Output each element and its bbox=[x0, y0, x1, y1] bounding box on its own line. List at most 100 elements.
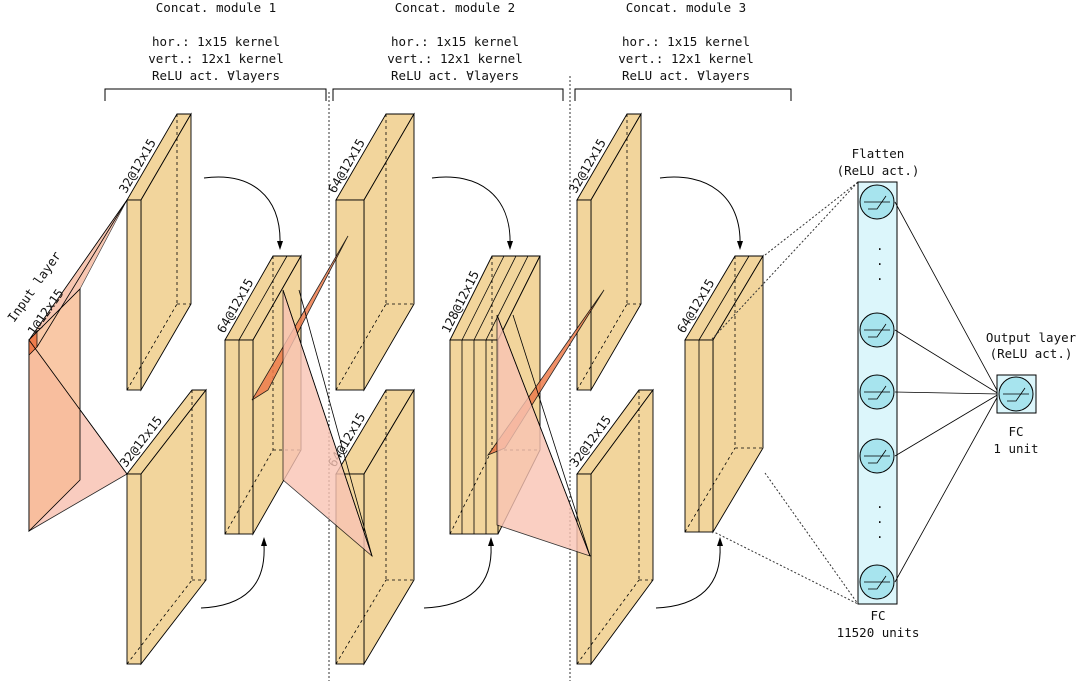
block-hidden-edge bbox=[335, 579, 387, 665]
fc-connections bbox=[894, 201, 1000, 583]
fc-connection-line bbox=[894, 393, 1000, 583]
output-activation: (ReLU act.) bbox=[990, 346, 1073, 361]
module-3-header: Concat. module 3 hor.: 1x15 kernel vert.… bbox=[574, 0, 792, 101]
input-layer-front-face bbox=[28, 288, 81, 532]
ellipsis-dot: . bbox=[876, 511, 884, 526]
flatten-projection-line-3 bbox=[711, 530, 859, 605]
block-hidden-edge bbox=[576, 303, 628, 391]
fc-connection-line bbox=[894, 201, 1000, 395]
block-hidden-edge bbox=[335, 303, 387, 391]
feature-map-block-m3-concat: 64@12x15 bbox=[674, 254, 764, 534]
feature-map-block-m3-bottom: 32@12x15 bbox=[566, 388, 654, 666]
m1-top-arrowhead bbox=[277, 241, 283, 250]
module-3-title: Concat. module 3 bbox=[626, 0, 746, 15]
fc-connection-line bbox=[894, 329, 1000, 395]
ellipsis-dot: . bbox=[876, 496, 884, 511]
input-kernel-line-3 bbox=[28, 339, 128, 475]
block-front-face bbox=[335, 199, 365, 391]
m2-bottom-arrow bbox=[423, 544, 492, 609]
output-fc-label: FC bbox=[1008, 424, 1023, 439]
m3-top-arrow bbox=[659, 176, 741, 247]
flatten-projection-line-1 bbox=[764, 181, 859, 256]
flatten-projection-line-4 bbox=[764, 472, 859, 605]
module-3-bracket bbox=[574, 88, 792, 101]
feature-map-block-m1-bottom: 32@12x15 bbox=[117, 388, 207, 666]
fc-connection-line bbox=[894, 393, 1000, 457]
ellipsis-dot: . bbox=[876, 238, 884, 253]
block-front-face bbox=[126, 473, 142, 665]
relu-icon bbox=[868, 449, 887, 464]
flatten-title: Flatten bbox=[852, 146, 905, 161]
relu-icon bbox=[868, 323, 887, 338]
block-hidden-edge bbox=[449, 449, 493, 535]
output-neuron bbox=[998, 376, 1034, 412]
m2-bottom-arrowhead bbox=[488, 537, 494, 546]
flatten-units: 11520 units bbox=[837, 625, 920, 640]
flatten-projection bbox=[711, 181, 859, 605]
output-title: Output layer bbox=[986, 330, 1077, 345]
module-1-kernel-vertical: vert.: 12x1 kernel bbox=[148, 51, 283, 66]
block-channel-divider bbox=[238, 255, 288, 341]
relu-icon bbox=[1007, 387, 1026, 402]
m1-kernel-to-m2-top bbox=[251, 235, 349, 401]
feature-map-blocks: 32@12x1532@12x1564@12x1564@12x1564@12x15… bbox=[116, 112, 764, 666]
ellipsis-dot: . bbox=[876, 268, 884, 283]
m2-top-arrowhead bbox=[507, 241, 513, 250]
m3-bottom-arrowhead bbox=[717, 537, 723, 546]
concat-arrows bbox=[200, 176, 743, 609]
block-hidden-edge bbox=[224, 449, 274, 535]
flatten-ellipsis-upper: . . . bbox=[876, 238, 884, 283]
block-channel-divider bbox=[698, 255, 750, 341]
flatten-fc-label: FC bbox=[870, 608, 885, 623]
flatten-activation: (ReLU act.) bbox=[837, 163, 920, 178]
m3-bottom-arrow bbox=[655, 544, 721, 609]
relu-icon bbox=[868, 385, 887, 400]
m2-top-arrow bbox=[431, 176, 511, 247]
output-units: 1 unit bbox=[993, 441, 1038, 456]
block-front-face bbox=[576, 473, 592, 665]
m3-top-arrowhead bbox=[737, 241, 743, 250]
relu-icon bbox=[868, 575, 887, 590]
module-2-header: Concat. module 2 hor.: 1x15 kernel vert.… bbox=[332, 0, 564, 101]
ellipsis-dot: . bbox=[876, 253, 884, 268]
flatten-neuron bbox=[859, 564, 895, 600]
m1-kernel-line-a bbox=[282, 289, 373, 557]
flatten-neurons bbox=[859, 184, 895, 600]
module-1-header: Concat. module 1 hor.: 1x15 kernel vert.… bbox=[104, 0, 327, 101]
feature-map-block-m1-top: 32@12x15 bbox=[116, 112, 192, 392]
m1-kernel-line-b bbox=[298, 289, 373, 557]
ellipsis-dot: . bbox=[876, 526, 884, 541]
module-2-kernel-horizontal: hor.: 1x15 kernel bbox=[391, 34, 519, 49]
module-2-title: Concat. module 2 bbox=[395, 0, 515, 15]
flatten-neuron bbox=[859, 374, 895, 410]
module-2-bracket bbox=[332, 88, 564, 101]
module-1-activation: ReLU act. ∀layers bbox=[152, 68, 280, 83]
block-channel-divider bbox=[461, 255, 505, 341]
input-kernel-line-1 bbox=[28, 199, 128, 341]
block-hidden-edge bbox=[126, 303, 178, 391]
module-3-kernel-horizontal: hor.: 1x15 kernel bbox=[622, 34, 750, 49]
module-2-kernel-vertical: vert.: 12x1 kernel bbox=[387, 51, 522, 66]
block-hidden-edge bbox=[684, 447, 736, 533]
m2-kernel-line-b bbox=[512, 314, 591, 557]
feature-map-block-m3-top: 32@12x15 bbox=[566, 112, 642, 392]
relu-icon bbox=[868, 195, 887, 210]
block-channel-divider bbox=[473, 255, 517, 341]
block-front-face bbox=[576, 199, 592, 391]
module-3-activation: ReLU act. ∀layers bbox=[622, 68, 750, 83]
module-1-title: Concat. module 1 bbox=[156, 0, 276, 15]
module-1-bracket bbox=[104, 88, 327, 101]
flatten-neuron bbox=[859, 184, 895, 220]
block-channel-divider bbox=[485, 255, 529, 341]
feature-map-block-m2-top: 64@12x15 bbox=[325, 112, 415, 392]
block-front-face bbox=[126, 199, 142, 391]
module-2-activation: ReLU act. ∀layers bbox=[391, 68, 519, 83]
module-3-kernel-vertical: vert.: 12x1 kernel bbox=[618, 51, 753, 66]
input-layer: Input layer 1@12x15 bbox=[4, 199, 128, 532]
fc-connection-line bbox=[894, 391, 1000, 395]
module-1-kernel-horizontal: hor.: 1x15 kernel bbox=[152, 34, 280, 49]
flatten-ellipsis-lower: . . . bbox=[876, 496, 884, 541]
m1-bottom-arrow bbox=[200, 544, 265, 609]
input-kernel-line-2 bbox=[36, 199, 128, 348]
